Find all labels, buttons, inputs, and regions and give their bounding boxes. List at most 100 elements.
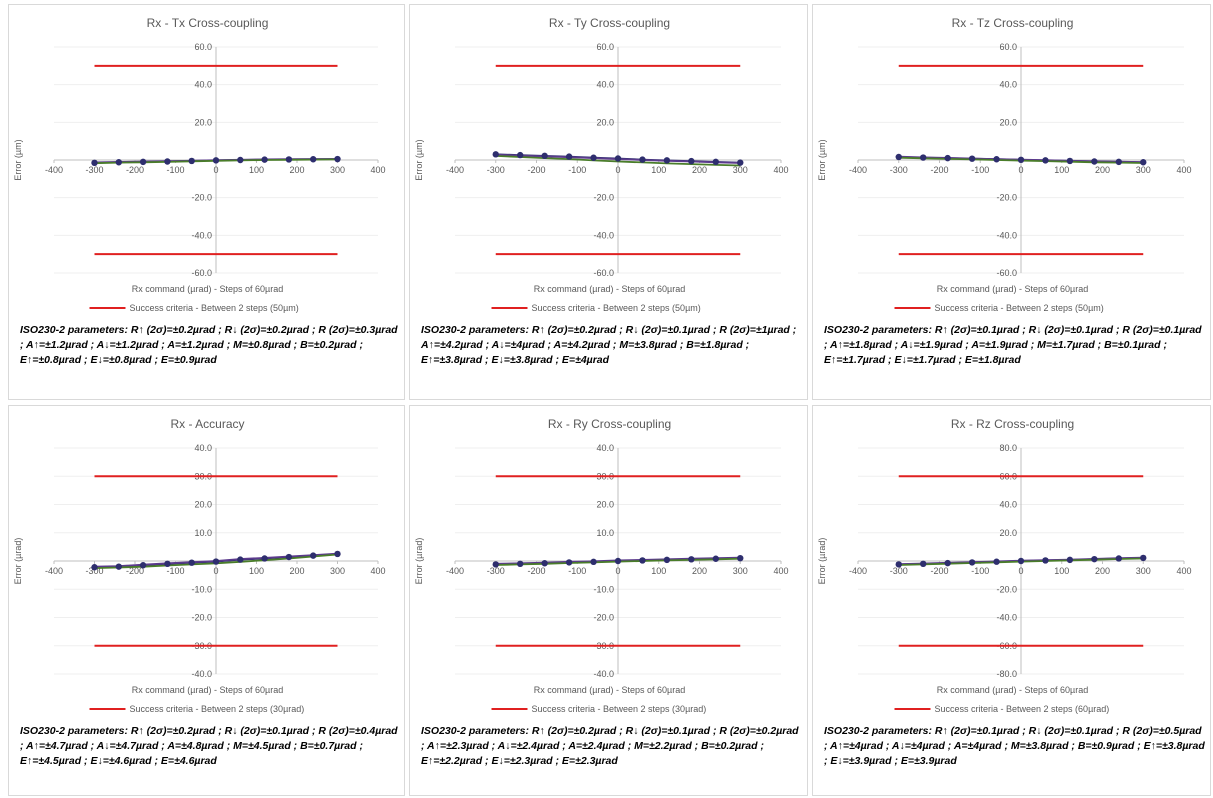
chart-panel-2: Rx - Ty Cross-coupling -400 -300 -200 -100 0 1… [409,4,808,400]
data-point [639,156,646,163]
x-tick-label: 200 [1095,566,1110,576]
data-point [261,156,268,163]
y-axis-label: Error (µm) [414,139,424,180]
x-tick-label: 200 [692,566,707,576]
y-tick-label: 10.0 [596,528,614,538]
x-tick-label: 300 [330,165,345,175]
x-tick-label: 200 [692,165,707,175]
data-point [541,560,548,567]
data-point [1115,158,1122,166]
legend-entry: Success criteria - Between 2 steps (50µm… [935,303,1104,313]
data-point [737,554,744,562]
y-tick-label: 10.0 [194,528,212,538]
x-tick-label: 400 [773,165,788,175]
chart-svg: Rx - Ty Cross-coupling -400 -300 -200 -100 0 1… [414,16,789,313]
chart-svg: Rx - Tx Cross-coupling -400 -300 -200 -100 0 1… [13,16,386,313]
x-tick-label: 100 [249,165,264,175]
data-point [712,158,719,166]
y-tick-label: 40.0 [999,500,1017,510]
data-point [1140,159,1147,166]
data-point [1091,555,1098,563]
chart-title: Rx - Rz Cross-coupling [951,417,1074,431]
y-tick-label: -20.0 [996,193,1017,203]
chart-title: Rx - Tx Cross-coupling [147,16,269,30]
y-tick-label: -20.0 [191,193,212,203]
data-point [920,560,927,568]
x-tick-label: -100 [568,566,586,576]
legend-entry: Success criteria - Between 2 steps (60µr… [935,704,1110,714]
data-point [91,159,98,167]
x-tick-label: 0 [213,566,218,576]
x-axis-label: Rx command (µrad) - Steps of 60µrad [534,284,685,294]
y-tick-label: 40.0 [999,80,1017,90]
data-point [517,560,524,568]
y-tick-label: 60.0 [596,42,614,52]
y-tick-label: -80.0 [996,669,1017,679]
x-tick-label: -100 [971,566,989,576]
y-axis-label: Error (µrad) [817,538,827,585]
y-tick-label: -40.0 [593,230,614,240]
x-tick-label: 200 [289,165,304,175]
y-tick-label: 40.0 [194,443,212,453]
y-tick-label: -40.0 [996,230,1017,240]
y-tick-label: -20.0 [191,613,212,623]
x-tick-label: 400 [1176,566,1191,576]
chart-title: Rx - Accuracy [170,417,244,431]
y-tick-label: -40.0 [191,669,212,679]
data-point [1140,554,1147,562]
x-axis-label: Rx command (µrad) - Steps of 60µrad [937,284,1088,294]
y-axis-label: Error (µrad) [13,538,23,585]
x-tick-label: 300 [733,566,748,576]
y-axis-label: Error (µm) [817,139,827,180]
data-point [164,560,171,568]
y-tick-label: 60.0 [194,42,212,52]
data-point [492,561,499,568]
x-tick-label: -200 [930,165,948,175]
x-tick-label: -400 [45,165,63,175]
y-tick-label: -10.0 [593,584,614,594]
x-tick-label: 100 [1054,165,1069,175]
data-point [590,154,597,161]
x-tick-label: 0 [615,566,620,576]
y-tick-label: 20.0 [194,117,212,127]
x-tick-label: -200 [126,165,144,175]
y-tick-label: 20.0 [194,500,212,510]
chart-panel-3: Rx - Tz Cross-coupling -400 -300 -200 -100 0 1… [812,4,1211,400]
iso-parameters: ISO230-2 parameters: R↑ (2σ)=±0.2µrad ; … [20,725,398,767]
chart-panel-5: Rx - Ry Cross-coupling -400 -300 -200 -100 0 1… [409,405,808,796]
x-tick-label: -400 [45,566,63,576]
data-point [968,155,976,162]
x-tick-label: 300 [330,566,345,576]
data-point [310,156,317,163]
y-tick-label: 20.0 [999,528,1017,538]
data-point [1017,156,1025,164]
iso-parameters: ISO230-2 parameters: R↑ (2σ)=±0.1µrad ; … [824,725,1205,767]
x-tick-label: -300 [487,566,505,576]
y-tick-label: -40.0 [593,669,614,679]
data-point [285,553,293,561]
legend-entry: Success criteria - Between 2 steps (50µm… [532,303,701,313]
x-tick-label: -400 [446,566,464,576]
x-tick-label: 300 [1136,165,1151,175]
x-tick-label: -200 [126,566,144,576]
data-point [285,156,293,163]
y-tick-label: -20.0 [996,584,1017,594]
x-tick-label: -100 [166,165,184,175]
x-tick-label: -200 [930,566,948,576]
y-tick-label: -10.0 [191,584,212,594]
chart-panel-1: Rx - Tx Cross-coupling -400 -300 -200 -100 0 1… [8,4,405,400]
data-point [188,559,195,566]
x-tick-label: 0 [615,165,620,175]
data-point [1115,555,1122,562]
data-point [712,555,719,562]
data-point [1066,556,1074,564]
y-tick-label: -60.0 [996,268,1017,278]
x-tick-label: -100 [971,165,989,175]
x-tick-label: 0 [1018,165,1023,175]
y-axis-label: Error (µrad) [414,538,424,585]
data-point [737,159,744,166]
data-point [164,158,171,165]
x-axis-label: Rx command (µrad) - Steps of 60µrad [534,685,685,695]
x-tick-label: 400 [773,566,788,576]
x-tick-label: 400 [370,165,385,175]
